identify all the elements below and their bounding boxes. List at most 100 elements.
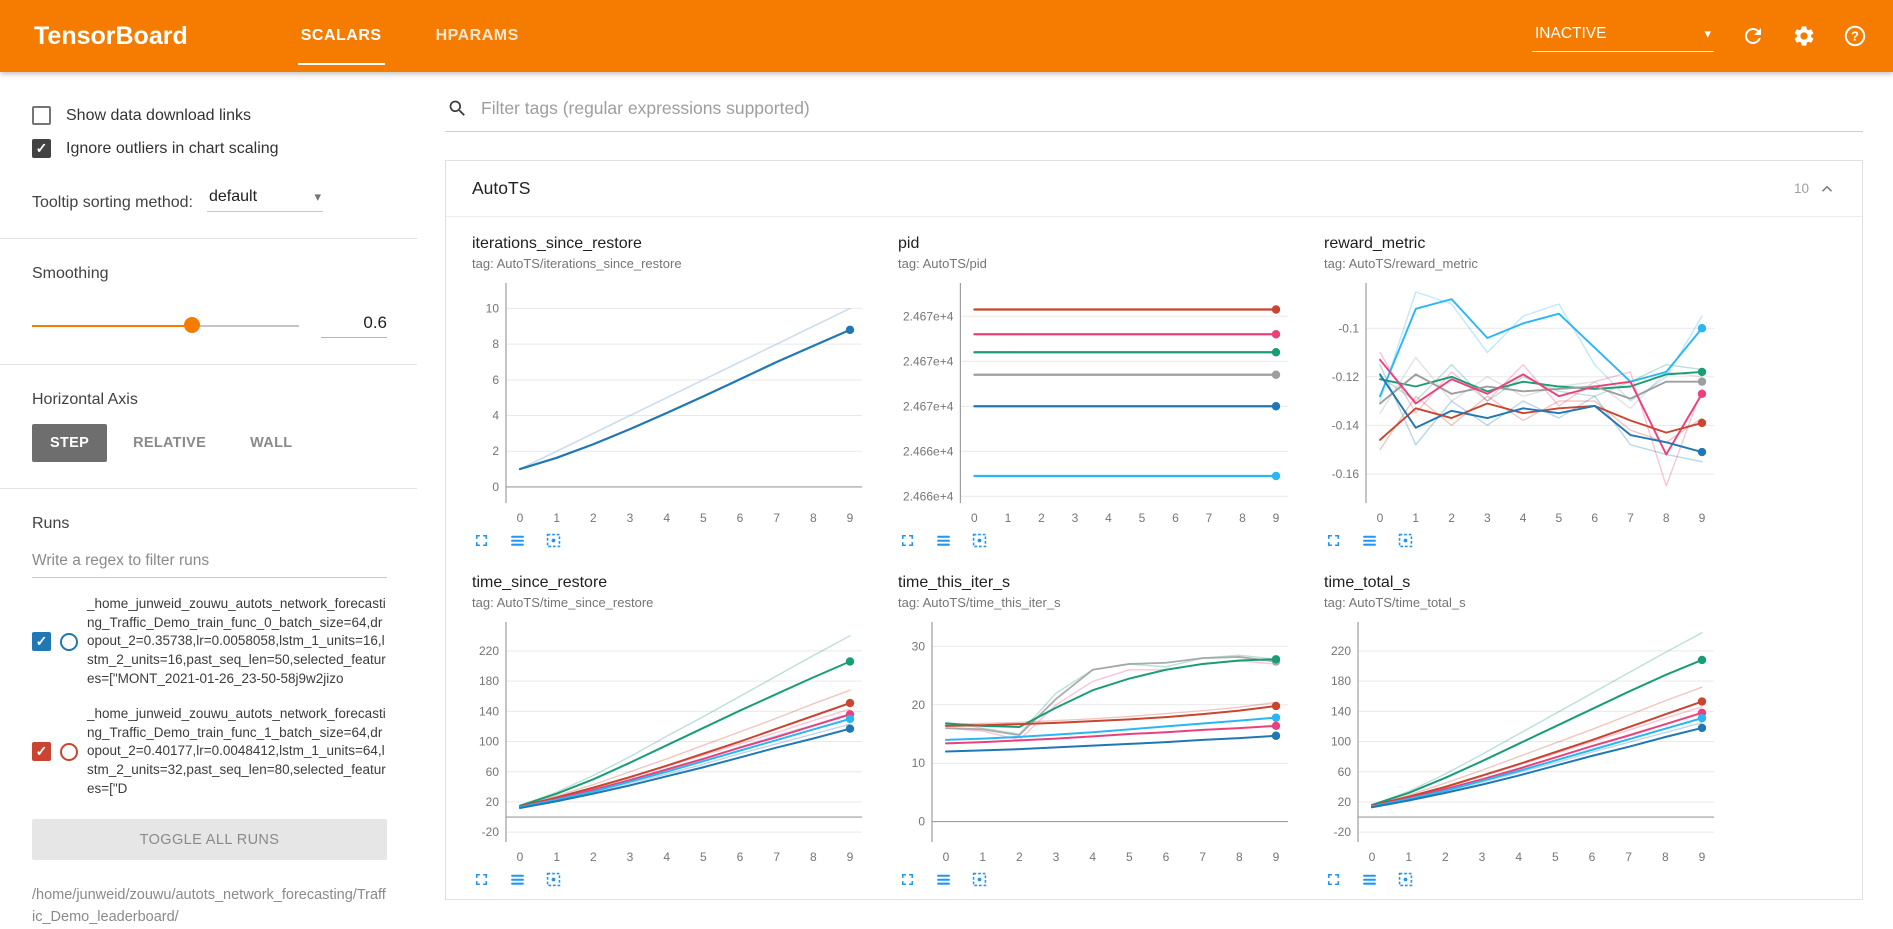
autots-card-header[interactable]: AutoTS 10 <box>446 161 1862 217</box>
svg-text:220: 220 <box>479 644 499 658</box>
chart-toolbar <box>1324 870 1724 889</box>
expand-chart-icon[interactable] <box>898 870 917 889</box>
tab-hparams[interactable]: HPARAMS <box>435 27 519 44</box>
chart-card: reward_metric tag: AutoTS/reward_metric … <box>1324 235 1724 550</box>
tag-filter-input[interactable] <box>481 98 1861 119</box>
ignore-outliers-checkbox[interactable] <box>32 139 51 158</box>
fit-domain-icon[interactable] <box>1396 870 1415 889</box>
svg-text:5: 5 <box>1139 511 1146 525</box>
data-list-icon[interactable] <box>1360 531 1379 550</box>
run-item[interactable]: _home_junweid_zouwu_autots_network_forec… <box>32 705 387 798</box>
axis-step-button[interactable]: STEP <box>32 424 108 462</box>
data-list-icon[interactable] <box>934 870 953 889</box>
run-radio[interactable] <box>60 632 78 651</box>
tooltip-sorting-row: Tooltip sorting method: default ▾ <box>32 186 387 212</box>
smoothing-slider-knob[interactable] <box>184 317 201 333</box>
chart-card: time_since_restore tag: AutoTS/time_sinc… <box>472 574 872 889</box>
chart-tag: tag: AutoTS/reward_metric <box>1324 256 1478 271</box>
chart-plot[interactable]: -20 20 60 100 140 180 220 0 1 2 3 4 5 6 7 8 9 <box>1324 616 1724 868</box>
chart-toolbar <box>472 531 872 550</box>
run-checkbox[interactable] <box>32 742 51 762</box>
show-download-row[interactable]: Show data download links <box>32 106 387 125</box>
expand-chart-icon[interactable] <box>1324 870 1343 889</box>
svg-text:4: 4 <box>1105 511 1112 525</box>
runs-filter-input[interactable] <box>32 545 387 578</box>
run-checkbox[interactable] <box>32 632 51 652</box>
help-icon[interactable]: ? <box>1843 24 1867 48</box>
chart-plot[interactable]: 0 2 4 6 8 10 0 1 2 3 4 5 6 7 8 9 <box>472 277 872 529</box>
run-radio[interactable] <box>60 742 78 761</box>
smoothing-value-field[interactable]: 0.6 <box>321 313 387 338</box>
ignore-outliers-label: Ignore outliers in chart scaling <box>66 139 279 157</box>
fit-domain-icon[interactable] <box>544 531 563 550</box>
smoothing-slider[interactable] <box>32 317 299 333</box>
svg-text:9: 9 <box>1273 850 1280 864</box>
horizontal-axis-label: Horizontal Axis <box>32 391 138 408</box>
tab-scalars[interactable]: SCALARS <box>274 0 409 72</box>
caret-down-icon: ▾ <box>314 189 321 204</box>
chart-plot[interactable]: -20 20 60 100 140 180 220 0 1 2 3 4 5 6 7 8 9 <box>472 616 872 868</box>
svg-text:1: 1 <box>1005 511 1012 525</box>
toggle-all-runs-button[interactable]: TOGGLE ALL RUNS <box>32 819 387 861</box>
tooltip-sorting-value: default <box>208 188 258 205</box>
expand-chart-icon[interactable] <box>472 870 491 889</box>
svg-text:4: 4 <box>492 409 499 423</box>
expand-chart-icon[interactable] <box>1324 531 1343 550</box>
data-list-icon[interactable] <box>508 870 527 889</box>
svg-text:20: 20 <box>486 795 500 809</box>
svg-text:1: 1 <box>1405 850 1412 864</box>
divider <box>0 364 417 365</box>
tooltip-sorting-select[interactable]: default ▾ <box>206 186 323 212</box>
show-download-checkbox[interactable] <box>32 106 51 125</box>
svg-text:7: 7 <box>1206 511 1213 525</box>
chart-plot[interactable]: 2.467e+4 2.467e+4 2.467e+4 2.466e+4 2.466e+4… <box>898 277 1298 529</box>
data-list-icon[interactable] <box>508 531 527 550</box>
expand-chart-icon[interactable] <box>898 531 917 550</box>
svg-text:-20: -20 <box>1334 825 1352 839</box>
svg-text:8: 8 <box>1663 511 1670 525</box>
settings-gear-icon[interactable] <box>1792 24 1816 48</box>
svg-text:5: 5 <box>1126 850 1133 864</box>
refresh-icon[interactable] <box>1741 24 1765 48</box>
smoothing-row: 0.6 <box>32 313 387 338</box>
svg-text:100: 100 <box>1331 735 1351 749</box>
chart-plot[interactable]: -0.1 -0.12 -0.14 -0.16 0 1 2 3 4 5 6 7 8 9 <box>1324 277 1724 529</box>
svg-text:3: 3 <box>1479 850 1486 864</box>
chart-toolbar <box>898 531 1298 550</box>
fit-domain-icon[interactable] <box>1396 531 1415 550</box>
autots-card: AutoTS 10 iterations_since_restore tag: … <box>445 160 1863 900</box>
svg-text:5: 5 <box>700 511 707 525</box>
caret-down-icon: ▾ <box>1704 25 1711 41</box>
svg-text:220: 220 <box>1331 644 1351 658</box>
svg-text:3: 3 <box>627 850 634 864</box>
expand-chart-icon[interactable] <box>472 531 491 550</box>
chart-plot[interactable]: 0 10 20 30 0 1 2 3 4 5 6 7 8 9 <box>898 616 1298 868</box>
divider <box>0 238 417 239</box>
data-list-icon[interactable] <box>1360 870 1379 889</box>
ignore-outliers-row[interactable]: Ignore outliers in chart scaling <box>32 139 387 158</box>
svg-text:9: 9 <box>1699 511 1706 525</box>
runs-label: Runs <box>32 515 70 532</box>
svg-text:4: 4 <box>1515 850 1522 864</box>
axis-relative-button[interactable]: RELATIVE <box>133 435 207 451</box>
chevron-up-icon[interactable] <box>1818 180 1836 198</box>
chart-tag: tag: AutoTS/time_this_iter_s <box>898 595 1061 610</box>
svg-text:8: 8 <box>810 850 817 864</box>
data-list-icon[interactable] <box>934 531 953 550</box>
svg-text:8: 8 <box>1662 850 1669 864</box>
smoothing-label: Smoothing <box>32 265 109 282</box>
sidebar: Show data download links Ignore outliers… <box>0 72 417 929</box>
fit-domain-icon[interactable] <box>970 531 989 550</box>
run-item[interactable]: _home_junweid_zouwu_autots_network_forec… <box>32 595 387 688</box>
svg-text:10: 10 <box>912 756 926 770</box>
svg-text:60: 60 <box>1338 765 1352 779</box>
chart-tag: tag: AutoTS/time_since_restore <box>472 595 654 610</box>
fit-domain-icon[interactable] <box>970 870 989 889</box>
svg-text:-20: -20 <box>482 825 500 839</box>
chart-card: time_total_s tag: AutoTS/time_total_s -2… <box>1324 574 1724 889</box>
axis-wall-button[interactable]: WALL <box>250 435 293 451</box>
chart-title: reward_metric <box>1324 235 1426 252</box>
status-dropdown[interactable]: INACTIVE ▾ <box>1532 21 1714 52</box>
fit-domain-icon[interactable] <box>544 870 563 889</box>
svg-text:30: 30 <box>912 639 926 653</box>
